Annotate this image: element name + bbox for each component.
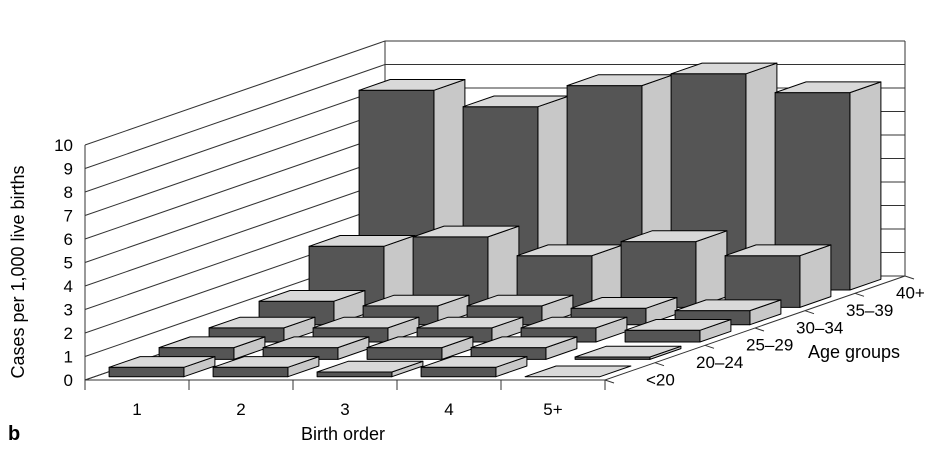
left-wall-gridline	[84, 158, 386, 263]
bar	[158, 336, 266, 360]
left-wall-gridline	[84, 64, 386, 169]
bar-front-face	[624, 329, 701, 343]
left-wall-gridline	[84, 134, 386, 240]
bar-front-face	[366, 347, 443, 360]
bar-top-face	[312, 316, 420, 329]
bar	[420, 356, 528, 378]
bar	[366, 336, 474, 360]
bar-front-face	[212, 366, 289, 378]
x-tick-label: 3	[340, 400, 349, 419]
bar	[108, 356, 216, 378]
bar-front-face	[108, 366, 185, 378]
bar	[574, 345, 682, 360]
bar-top-face	[574, 345, 682, 358]
y-tick-label: 2	[64, 324, 73, 343]
bar-side-face	[695, 230, 728, 308]
bar-top-face	[620, 230, 728, 243]
depth-tick-label: 40+	[896, 284, 925, 303]
depth-tick-mark	[854, 292, 865, 297]
bar	[620, 230, 728, 308]
x-tick-label: 2	[236, 400, 245, 419]
y-tick-label: 10	[54, 136, 73, 155]
left-wall-gridline	[84, 181, 386, 287]
bar-top-face	[466, 294, 574, 307]
depth-tick-mark	[904, 275, 915, 280]
bar	[624, 319, 732, 343]
bar-top-face	[366, 336, 474, 349]
bar-top-face	[362, 294, 470, 307]
bar-top-face	[108, 356, 216, 368]
y-tick-label: 3	[64, 301, 73, 320]
depth-tick-mark	[754, 327, 765, 332]
bar	[212, 356, 320, 378]
bar	[416, 316, 524, 343]
bar-top-face	[524, 365, 632, 378]
x-axis-title: Birth order	[301, 424, 385, 444]
y-tick-label: 6	[64, 230, 73, 249]
bar-top-face	[624, 319, 732, 331]
bar	[724, 244, 832, 308]
bar-top-face	[212, 356, 320, 368]
chart-bars	[108, 62, 882, 378]
bar-top-face	[420, 356, 528, 368]
bar-top-face	[316, 360, 424, 373]
bar-side-face	[849, 81, 882, 291]
x-axis-ticks: 1 2 3 4 5+	[132, 400, 562, 419]
y-tick-label: 8	[64, 183, 73, 202]
x-tick-label: 5+	[543, 400, 562, 419]
bar-top-face	[470, 336, 578, 349]
bar-top-face	[358, 79, 466, 91]
bar	[412, 225, 520, 308]
bar-front-face	[316, 371, 393, 378]
y-tick-label: 7	[64, 207, 73, 226]
y-tick-label: 9	[64, 160, 73, 179]
y-tick-label: 4	[64, 277, 73, 296]
x-tick-label: 4	[444, 400, 453, 419]
y-axis-ticks: 0 1 2 3 4 5 6 7 8 9 10	[54, 136, 73, 390]
bar-top-face	[262, 336, 370, 349]
left-wall-gridline	[84, 205, 386, 310]
bar-front-face	[420, 366, 497, 378]
depth-tick-label: <20	[646, 370, 675, 389]
bar-top-face	[412, 225, 520, 238]
x-tick-label: 1	[132, 400, 141, 419]
depth-tick-label: 35–39	[846, 301, 893, 320]
bar-top-face	[258, 290, 366, 302]
bar-top-face	[208, 316, 316, 329]
bar	[316, 360, 424, 378]
bar	[516, 244, 624, 308]
depth-tick-mark	[654, 362, 665, 367]
y-tick-label: 0	[64, 371, 73, 390]
depth-tick-mark	[704, 344, 715, 349]
bar	[208, 316, 316, 343]
depth-tick-mark	[804, 310, 815, 315]
left-wall-gridline	[84, 40, 386, 146]
left-wall-gridline	[84, 111, 386, 216]
bar-top-face	[674, 299, 782, 312]
bar-top-face	[158, 336, 266, 349]
bar-top-face	[308, 235, 416, 247]
bar-top-face	[520, 316, 628, 329]
depth-tick-label: 20–24	[696, 353, 743, 372]
depth-tick-label: 30–34	[796, 318, 843, 337]
left-wall-gridline	[84, 87, 386, 193]
bar	[524, 365, 632, 378]
bar-top-face	[570, 297, 678, 309]
bar-top-face	[670, 62, 778, 75]
bar-top-face	[724, 244, 832, 257]
depth-tick-label: 25–29	[746, 336, 793, 355]
bar	[774, 81, 882, 291]
y-axis-title: Cases per 1,000 live births	[8, 165, 28, 378]
y-tick-label: 1	[64, 348, 73, 367]
depth-axis-title: Age groups	[808, 342, 900, 362]
depth-tick-mark	[604, 379, 615, 384]
y-tick-label: 5	[64, 254, 73, 273]
panel-label: b	[8, 423, 20, 445]
bar-top-face	[774, 81, 882, 94]
bar-top-face	[416, 316, 524, 329]
